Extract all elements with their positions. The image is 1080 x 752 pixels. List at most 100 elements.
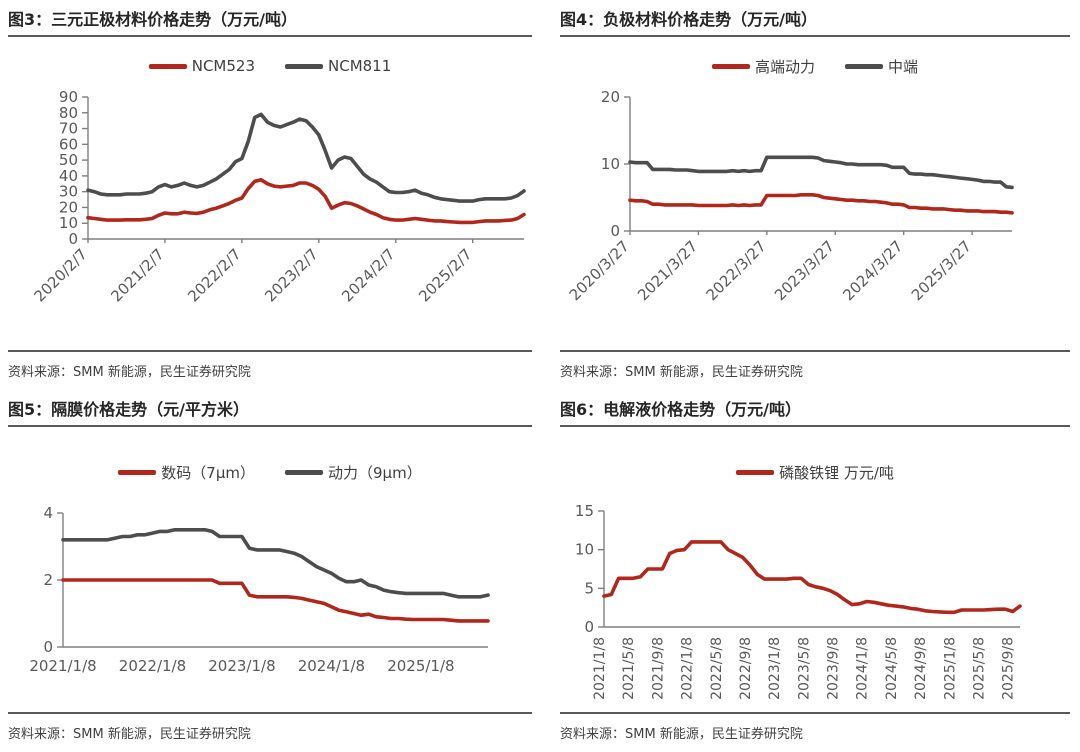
x-tick-label: 2021/1/8: [29, 657, 96, 675]
legend-item: NCM811: [285, 57, 391, 75]
legend-swatch-red-line: [148, 63, 187, 69]
x-tick-label: 2025/1/8: [942, 637, 958, 700]
legend-item: NCM523: [148, 57, 255, 76]
x-tick-label: 2023/9/8: [826, 637, 842, 700]
x-tick-label: 2024/1/8: [298, 657, 365, 675]
fig6-source-block: 资料来源：SMM 新能源，民生证券研究院: [560, 712, 1070, 752]
fig5-source-divider: [8, 712, 532, 714]
x-tick-label: 2023/1/8: [767, 637, 783, 700]
x-tick-label: 2020/3/27: [566, 237, 633, 304]
legend-swatch-red-line: [711, 63, 750, 69]
x-tick-label: 2022/5/8: [709, 637, 725, 700]
x-tick-label: 2024/1/8: [855, 637, 871, 700]
fig4-source-block: 资料来源：SMM 新能源，民生证券研究院: [560, 350, 1070, 390]
fig5-title-underline: [8, 425, 532, 428]
panel-fig5: 图5：隔膜价格走势（元/平方米） 数码（7μm） 动力（9μm） 0 2 4 2021/…: [0, 390, 540, 752]
fig4-source-divider: [560, 350, 1070, 352]
fig6-legend: 磷酸铁锂 万元/吨: [560, 461, 1070, 483]
x-tick-label: 2025/9/8: [1001, 637, 1017, 700]
y-tick-label: 0: [43, 638, 53, 656]
y-tick-label: 30: [59, 183, 78, 201]
legend-item: 高端动力: [711, 56, 815, 77]
y-tick-label: 20: [601, 88, 620, 106]
x-tick-label: 2022/9/8: [738, 637, 754, 700]
x-tick-label: 2021/3/27: [634, 237, 701, 304]
fig4-line-chart: 0 10 20 2020/3/27 2021/3/27 2022/3/27 2023/3/2…: [566, 88, 1014, 304]
y-tick-label: 10: [59, 214, 78, 232]
series-line-中端: [628, 155, 1014, 190]
legend-swatch-red-line: [118, 469, 157, 475]
x-tick-label: 2024/9/8: [913, 637, 929, 700]
legend-swatch-gray-line: [285, 63, 323, 69]
legend-item: 中端: [845, 56, 918, 77]
legend-label: 中端: [888, 57, 919, 76]
fig3-source-note: 资料来源：SMM 新能源，民生证券研究院: [8, 365, 251, 380]
fig6-source-note: 资料来源：SMM 新能源，民生证券研究院: [560, 727, 803, 742]
y-tick-label: 0: [610, 222, 620, 240]
series-line-动力（9μm）: [61, 528, 490, 599]
y-tick-label: 90: [59, 88, 78, 106]
fig4-title: 图4：负极材料价格走势（万元/吨）: [560, 10, 817, 29]
fig5-title: 图5：隔膜价格走势（元/平方米）: [8, 400, 249, 419]
y-tick-label: 80: [59, 104, 78, 122]
fig6-title: 图6：电解液价格走势（万元/吨）: [560, 400, 801, 419]
x-tick-label: 2022/3/27: [703, 237, 770, 304]
series-line-NCM523: [86, 178, 526, 225]
legend-item: 磷酸铁锂 万元/吨: [736, 462, 894, 483]
panel-fig4: 图4：负极材料价格走势（万元/吨） 高端动力 中端 0 10 20 2020/3/27 2…: [540, 0, 1080, 390]
legend-label: NCM811: [328, 57, 392, 76]
legend-label: 高端动力: [754, 57, 815, 76]
legend-item: 数码（7μm）: [118, 462, 255, 483]
x-tick-label: 2023/3/27: [771, 237, 838, 304]
x-tick-label: 2022/2/7: [184, 245, 244, 305]
y-tick-label: 4: [43, 504, 53, 522]
series-line-数码（7μm）: [61, 578, 490, 623]
x-tick-label: 2024/3/27: [839, 237, 906, 304]
series-line-磷酸铁锂 万元/吨: [602, 540, 1022, 615]
x-tick-label: 2020/2/7: [30, 245, 90, 305]
x-tick-label: 2022/1/8: [680, 637, 696, 700]
fig3-source-divider: [8, 350, 532, 352]
fig3-source-block: 资料来源：SMM 新能源，民生证券研究院: [8, 350, 532, 390]
y-tick-label: 10: [601, 155, 620, 173]
fig5-source-block: 资料来源：SMM 新能源，民生证券研究院: [8, 712, 532, 752]
x-tick-label: 2025/1/8: [387, 657, 454, 675]
x-tick-label: 2021/5/8: [621, 637, 637, 700]
series-line-NCM811: [86, 112, 526, 204]
series-line-高端动力: [628, 193, 1014, 215]
legend-swatch-red-line: [736, 469, 775, 475]
legend-item: 动力（9μm）: [285, 462, 422, 483]
legend-label: NCM523: [191, 57, 255, 76]
fig5-legend: 数码（7μm） 动力（9μm）: [8, 461, 532, 483]
x-tick-label: 2022/1/8: [119, 657, 186, 675]
fig4-title-underline: [560, 35, 1070, 38]
x-tick-label: 2025/3/27: [908, 237, 975, 304]
fig5-line-chart: 0 2 4 2021/1/8 2022/1/8 2023/1/8 2024/1/8 2025/…: [29, 504, 490, 675]
y-tick-label: 5: [584, 580, 594, 598]
fig6-line-chart: 0 5 10 15 2021/1/8 2021/5/8 2021/9/8 2022/1/8 20…: [575, 502, 1022, 700]
y-tick-label: 15: [575, 502, 594, 520]
x-tick-label: 2024/5/8: [884, 637, 900, 700]
panel-fig3: 图3：三元正极材料价格走势（万元/吨） NCM523 NCM811 0 10 20 30…: [0, 0, 540, 390]
y-tick-label: 50: [59, 151, 78, 169]
y-tick-label: 2: [43, 571, 53, 589]
legend-swatch-gray-line: [285, 469, 323, 475]
fig3-legend: NCM523 NCM811: [8, 55, 532, 77]
y-tick-label: 0: [584, 618, 594, 636]
legend-label: 磷酸铁锂 万元/吨: [779, 463, 894, 482]
legend-label: 数码（7μm）: [161, 463, 255, 482]
fig5-source-note: 资料来源：SMM 新能源，民生证券研究院: [8, 727, 251, 742]
fig6-source-divider: [560, 712, 1070, 714]
x-tick-label: 2025/5/8: [972, 637, 988, 700]
fig3-title-underline: [8, 35, 532, 38]
fig6-title-underline: [560, 425, 1070, 428]
y-tick-label: 20: [59, 199, 78, 217]
fig3-title: 图3：三元正极材料价格走势（万元/吨）: [8, 10, 297, 29]
x-tick-label: 2023/1/8: [208, 657, 275, 675]
x-tick-label: 2023/2/7: [261, 245, 321, 305]
fig4-source-note: 资料来源：SMM 新能源，民生证券研究院: [560, 365, 803, 380]
y-tick-label: 40: [59, 167, 78, 185]
x-tick-label: 2021/1/8: [592, 637, 608, 700]
legend-swatch-gray-line: [845, 63, 883, 69]
